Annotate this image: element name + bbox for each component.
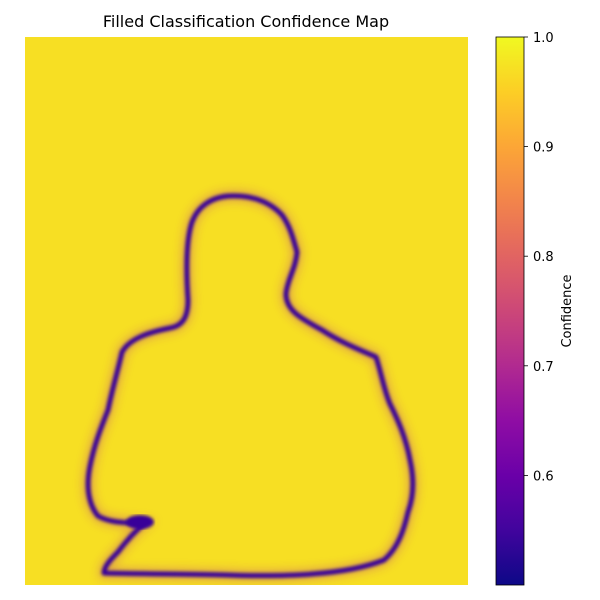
heatmap-image bbox=[25, 37, 468, 585]
colorbar-tick-label: 0.9 bbox=[533, 141, 554, 156]
colorbar-tick-label: 0.6 bbox=[533, 469, 554, 484]
colorbar-tick-label: 1.0 bbox=[533, 31, 554, 46]
colorbar-gradient bbox=[496, 37, 524, 585]
heatmap-low-confidence-blob bbox=[126, 515, 154, 529]
colorbar-tick-label: 0.8 bbox=[533, 250, 554, 265]
colorbar-label: Confidence bbox=[560, 274, 575, 347]
colorbar-tick-label: 0.7 bbox=[533, 360, 554, 375]
colorbar: 0.6 0.7 0.8 0.9 1.0 Confidence bbox=[496, 31, 575, 585]
chart-title: Filled Classification Confidence Map bbox=[103, 12, 389, 31]
